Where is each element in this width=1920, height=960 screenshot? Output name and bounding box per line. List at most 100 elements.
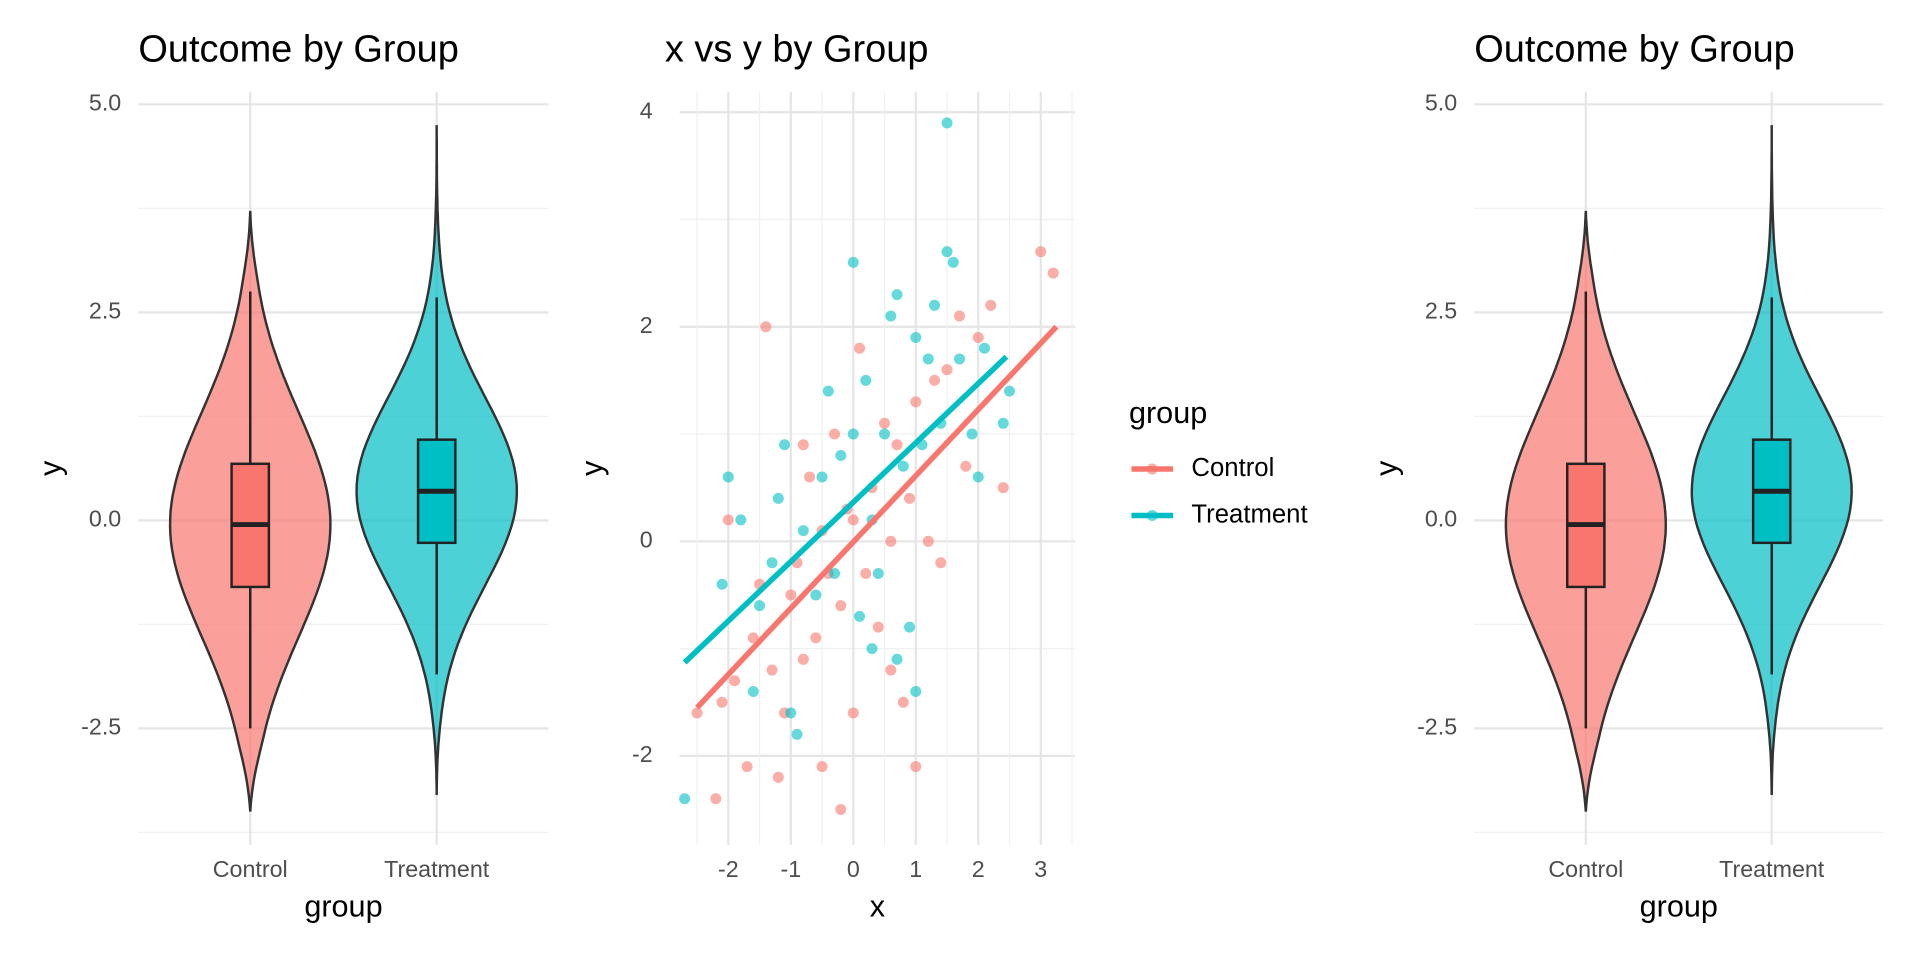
point xyxy=(754,600,766,612)
point xyxy=(772,492,784,504)
x-tick-label: 1 xyxy=(909,856,922,882)
point xyxy=(835,600,847,612)
point xyxy=(879,417,891,429)
point xyxy=(954,310,966,322)
point xyxy=(766,557,778,569)
point xyxy=(772,771,784,783)
point xyxy=(978,342,991,354)
point xyxy=(847,514,859,526)
point xyxy=(810,589,822,601)
point xyxy=(904,492,916,504)
y-axis-title: y xyxy=(1370,460,1404,476)
x-tick-label: Treatment xyxy=(384,856,490,882)
point xyxy=(997,417,1009,429)
x-tick-label: Control xyxy=(213,856,288,882)
point xyxy=(922,353,934,365)
fit-line xyxy=(695,324,1059,710)
point xyxy=(716,578,728,590)
point xyxy=(935,557,947,569)
x-tick-label: -1 xyxy=(780,856,801,882)
x-axis-title: group xyxy=(1640,890,1718,924)
point xyxy=(904,621,916,633)
point xyxy=(910,685,922,698)
point xyxy=(747,685,759,698)
point xyxy=(879,428,891,440)
point xyxy=(804,471,816,483)
legend-title: group xyxy=(1129,396,1207,430)
legend-key-point xyxy=(1146,510,1158,522)
point xyxy=(779,439,791,451)
x-axis-title: group xyxy=(304,890,382,924)
point xyxy=(922,535,934,547)
x-tick-label: Control xyxy=(1548,856,1623,882)
x-axis-title: x xyxy=(870,890,885,924)
point xyxy=(822,385,834,397)
point xyxy=(729,675,741,687)
point xyxy=(997,482,1009,494)
point xyxy=(910,761,922,773)
x-tick-label: 0 xyxy=(847,856,860,882)
legend-key-point xyxy=(1146,463,1158,475)
point xyxy=(716,696,728,708)
point xyxy=(891,289,903,301)
point xyxy=(972,471,984,483)
chart-title: x vs y by Group xyxy=(665,28,929,70)
y-tick-label: 0.0 xyxy=(1425,506,1457,532)
point xyxy=(929,374,941,386)
point xyxy=(691,707,703,719)
point xyxy=(910,396,922,408)
point xyxy=(947,256,959,268)
chart-title: Outcome by Group xyxy=(1474,28,1795,70)
point xyxy=(710,793,722,805)
point xyxy=(760,321,772,333)
point xyxy=(966,428,978,440)
point xyxy=(735,514,747,526)
point xyxy=(872,567,884,580)
point xyxy=(872,621,884,633)
point xyxy=(941,364,953,376)
point xyxy=(847,256,859,268)
point xyxy=(866,643,878,655)
point xyxy=(797,439,809,451)
point xyxy=(835,449,847,462)
point xyxy=(985,299,997,311)
point xyxy=(816,761,828,773)
point xyxy=(954,353,966,365)
y-axis-title: y xyxy=(34,460,68,476)
point xyxy=(1003,385,1016,397)
point xyxy=(891,653,903,665)
y-tick-label: 2.5 xyxy=(1425,297,1457,323)
y-tick-label: 4 xyxy=(640,97,653,123)
point xyxy=(885,310,897,322)
point xyxy=(960,460,972,472)
point xyxy=(810,632,822,644)
point xyxy=(860,567,872,580)
legend-label: Control xyxy=(1191,454,1274,482)
point xyxy=(847,428,859,440)
point xyxy=(835,803,847,816)
point xyxy=(885,664,897,676)
y-tick-label: 2.5 xyxy=(89,297,121,323)
point xyxy=(854,610,866,622)
point xyxy=(941,117,953,129)
point xyxy=(847,707,859,719)
y-tick-label: 2 xyxy=(640,312,653,338)
point xyxy=(897,460,909,472)
point xyxy=(766,664,778,676)
x-tick-label: -2 xyxy=(718,856,739,882)
point xyxy=(941,246,953,258)
y-tick-label: 5.0 xyxy=(1425,89,1457,115)
point xyxy=(829,428,841,440)
y-tick-label: 0.0 xyxy=(89,506,121,532)
point xyxy=(741,761,753,773)
y-tick-label: 0 xyxy=(640,526,653,552)
point xyxy=(791,728,803,740)
y-tick-label: -2.5 xyxy=(81,714,121,740)
point xyxy=(785,707,797,719)
point xyxy=(785,589,797,601)
point xyxy=(797,653,809,665)
y-axis-title: y xyxy=(575,460,609,476)
point xyxy=(854,342,866,354)
x-tick-label: Treatment xyxy=(1719,856,1825,882)
point xyxy=(972,331,984,344)
